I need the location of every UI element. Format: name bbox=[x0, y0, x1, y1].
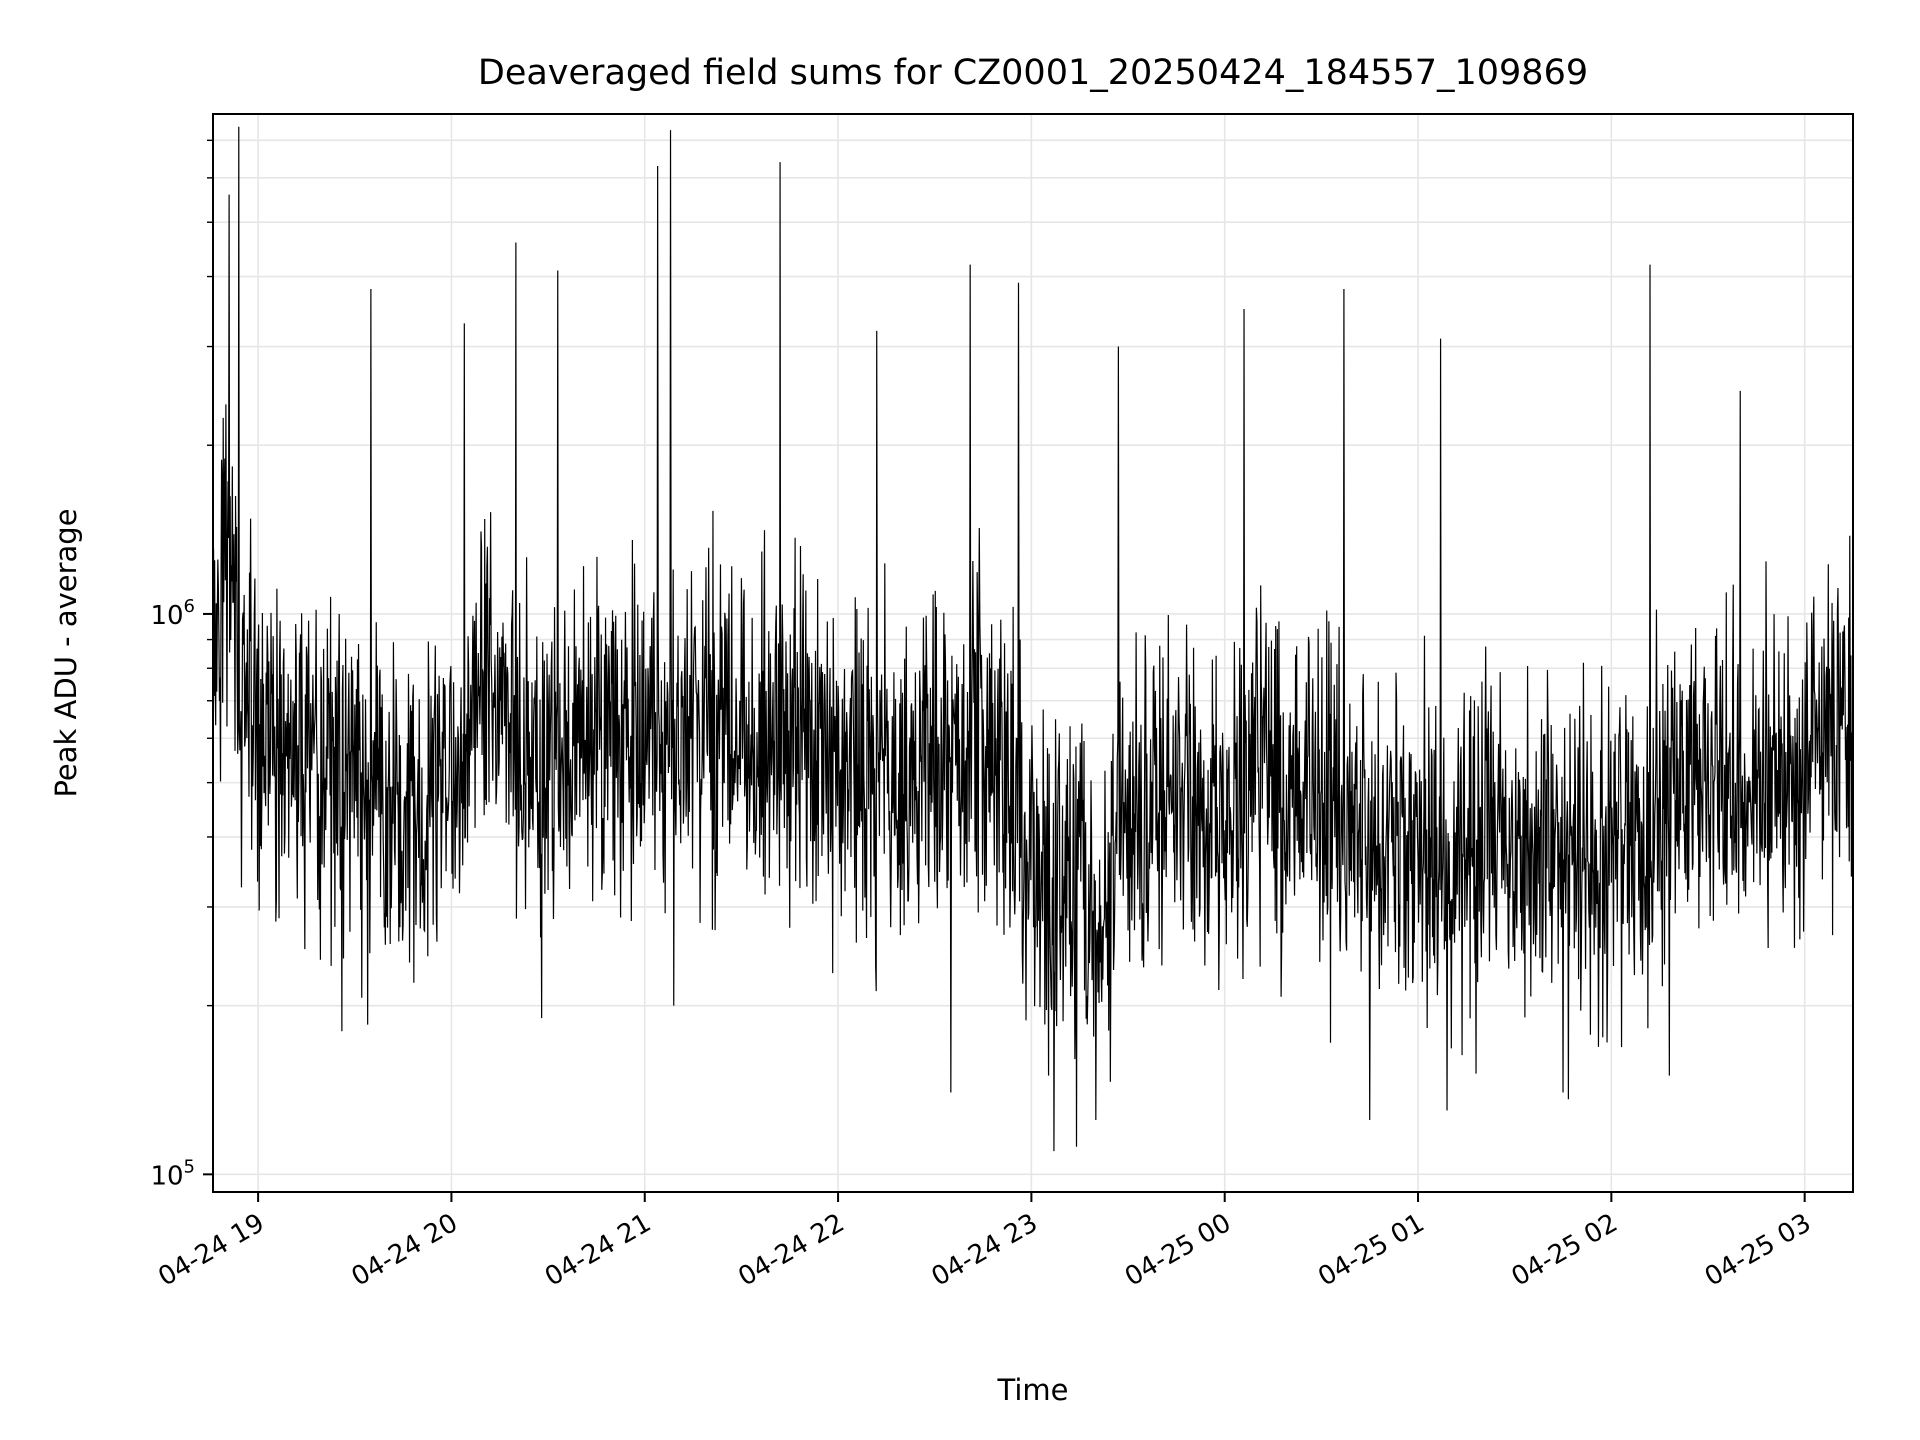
series-line bbox=[212, 126, 1854, 1152]
y-axis-title: Peak ADU - average bbox=[49, 508, 83, 797]
x-axis-title: Time bbox=[997, 1373, 1069, 1407]
y-tick-label: 105 bbox=[150, 1156, 195, 1191]
y-tick-label: 106 bbox=[150, 596, 195, 631]
plot-area bbox=[212, 126, 1854, 1152]
plot-frame bbox=[212, 113, 1854, 1193]
chart-title: Deaveraged field sums for CZ0001_2025042… bbox=[478, 53, 1588, 93]
y-axis: 105 106 bbox=[150, 139, 213, 1191]
